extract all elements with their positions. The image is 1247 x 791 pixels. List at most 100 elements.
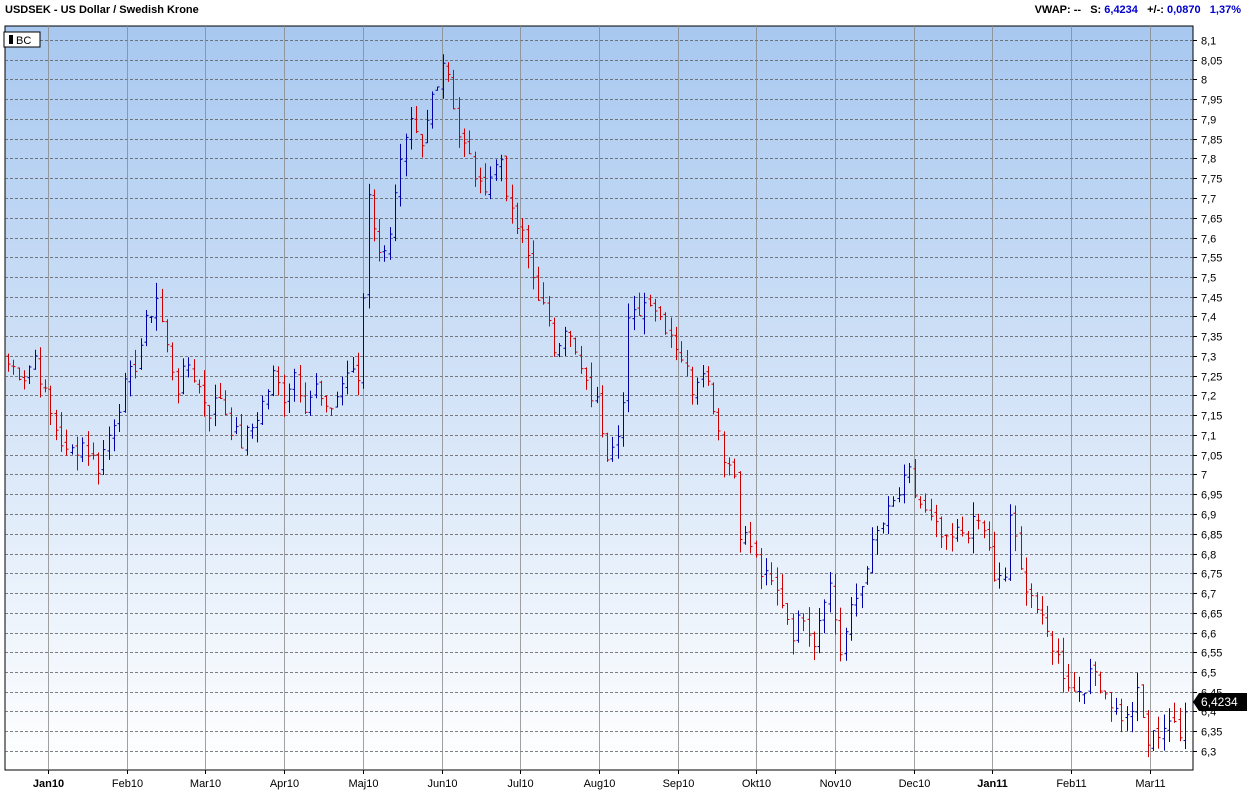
ohlc-bar [637,292,642,317]
ohlc-bar [388,227,393,260]
y-tick-label: 6,9 [1201,510,1216,522]
ohlc-bar [1114,697,1119,715]
ohlc-bar [367,183,372,309]
ohlc-bar [875,525,880,555]
ohlc-bar [531,240,536,290]
ohlc-bar [361,293,366,389]
ohlc-bar [1056,638,1061,664]
ohlc-bar [393,184,398,242]
ohlc-bar [780,574,785,609]
ohlc-bar [176,368,181,404]
ohlc-bar [1162,714,1167,751]
ohlc-bar [234,417,239,435]
ohlc-bar [324,395,329,413]
ohlc-bar [515,202,520,234]
ohlc-bar [510,184,515,224]
x-tick-label: Okt10 [742,778,771,790]
ohlc-bar [1088,658,1093,695]
ohlc-bar [982,520,987,539]
ohlc-bar [1130,702,1135,733]
ohlc-bar [107,426,112,460]
ohlc-bar [372,189,377,242]
y-tick-label: 7,35 [1201,332,1222,344]
ohlc-bar [552,317,557,357]
ohlc-bar [154,282,159,331]
ohlc-bar [504,155,509,202]
s-label: S: [1090,4,1102,16]
ohlc-bar [303,382,308,415]
ohlc-bar [1061,637,1066,693]
y-tick-label: 7,8 [1201,154,1216,166]
last-price-tag: 6,4234 [1193,693,1247,711]
ohlc-bar [345,360,350,395]
change-value: 0,0870 [1166,4,1201,16]
ohlc-bar [409,107,414,150]
ohlc-bar [75,436,80,471]
ohlc-bar [913,459,918,499]
ohlc-bar [547,296,552,327]
ohlc-bar [1151,730,1156,751]
ohlc-bar [955,519,960,542]
x-tick-label: Jan11 [977,778,1008,790]
ohlc-bar [457,97,462,148]
ohlc-bar [1029,583,1034,609]
ohlc-bar [923,493,928,513]
ohlc-bar [218,383,223,399]
ohlc-bar [186,357,191,378]
ohlc-bar [764,558,769,586]
ohlc-bar [27,365,32,385]
ohlc-bar [886,496,891,535]
ohlc-bar [22,370,27,390]
x-tick-label: Dec10 [899,778,931,790]
ohlc-bar [595,386,600,404]
ohlc-bar [844,627,849,661]
price-bars [6,54,1188,758]
ohlc-bar [123,372,128,413]
ohlc-bar [1035,592,1040,614]
ohlc-bar [817,607,822,654]
ohlc-bar [568,330,573,347]
x-tick-label: Maj10 [349,778,379,790]
ohlc-bar [860,586,865,609]
ohlc-bar [54,409,59,441]
ohlc-bar [520,218,525,244]
ohlc-bar [420,134,425,158]
ohlc-bar [976,513,981,530]
ohlc-bar [944,534,949,550]
ohlc-bar [669,317,674,348]
x-tick-label: Mar11 [1135,778,1165,790]
ohlc-bar [335,391,340,408]
ohlc-bar [541,282,546,305]
ohlc-bar [579,345,584,374]
x-tick-label: Sep10 [663,778,695,790]
y-tick-label: 7,05 [1201,451,1222,463]
ohlc-bar [584,367,589,390]
ohlc-bar [255,412,260,443]
x-tick-label: Nov10 [820,778,852,790]
y-tick-label: 7,1 [1201,431,1216,443]
y-axis: 8,1 8,05 8 7,95 7,9 7,85 7,8 7,75 7,7 7,65 7,6 7,55… [1193,36,1222,759]
ohlc-bar [213,384,218,427]
y-tick-label: 6,65 [1201,609,1222,621]
y-tick-label: 7,4 [1201,312,1216,324]
ohlc-bar [48,385,53,426]
ohlc-bar [250,423,255,439]
s-value: 6,4234 [1104,4,1138,16]
ohlc-bar [1013,505,1018,552]
y-tick-label: 8,1 [1201,36,1216,48]
ohlc-bar [398,143,403,207]
y-tick-label: 7,2 [1201,391,1216,403]
ohlc-bar [276,366,281,396]
ohlc-bar [748,521,753,554]
legend-label: BC [16,35,31,47]
change-label: +/-: [1147,4,1164,16]
ohlc-bar [340,376,345,406]
ohlc-bar [33,349,38,370]
ohlc-bar [616,425,621,459]
ohlc-bar [822,599,827,634]
ohlc-bar [785,602,790,625]
y-tick-label: 6,5 [1201,668,1216,680]
ohlc-bar [483,163,488,196]
ohlc-bar [849,597,854,641]
